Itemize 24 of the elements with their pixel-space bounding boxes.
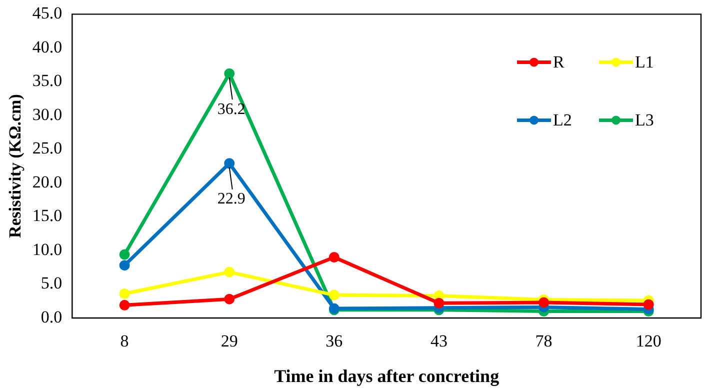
- x-tick-label: 43: [430, 332, 448, 351]
- y-tick-label: 5.0: [40, 274, 62, 293]
- y-tick-label: 15.0: [32, 206, 62, 226]
- y-tick-label: 25.0: [32, 138, 62, 158]
- y-tick-label: 10.0: [32, 240, 62, 259]
- legend-label: L1: [635, 52, 654, 72]
- x-tick-label: 120: [636, 332, 662, 351]
- x-tick-label: 36: [326, 332, 343, 351]
- y-tick-label: 30.0: [32, 104, 62, 124]
- x-tick-label: 29: [220, 332, 238, 351]
- legend-label: L2: [553, 110, 572, 130]
- legend-label: R: [553, 52, 565, 72]
- legend-label: L3: [635, 110, 654, 130]
- y-tick-label: 20.0: [32, 172, 62, 192]
- y-tick-label: 35.0: [32, 71, 62, 90]
- annotation: 36.2: [217, 100, 246, 118]
- y-tick-label: 45.0: [32, 4, 62, 23]
- x-axis-title: Time in days after concreting: [274, 366, 500, 386]
- y-tick-label: 40.0: [32, 37, 62, 56]
- x-tick-label: 78: [535, 332, 552, 351]
- y-axis-title: Resistivity (KΩ.cm): [6, 94, 25, 238]
- x-tick-label: 8: [120, 332, 129, 351]
- annotation: 22.9: [217, 190, 246, 208]
- y-tick-label: 0.0: [40, 307, 62, 326]
